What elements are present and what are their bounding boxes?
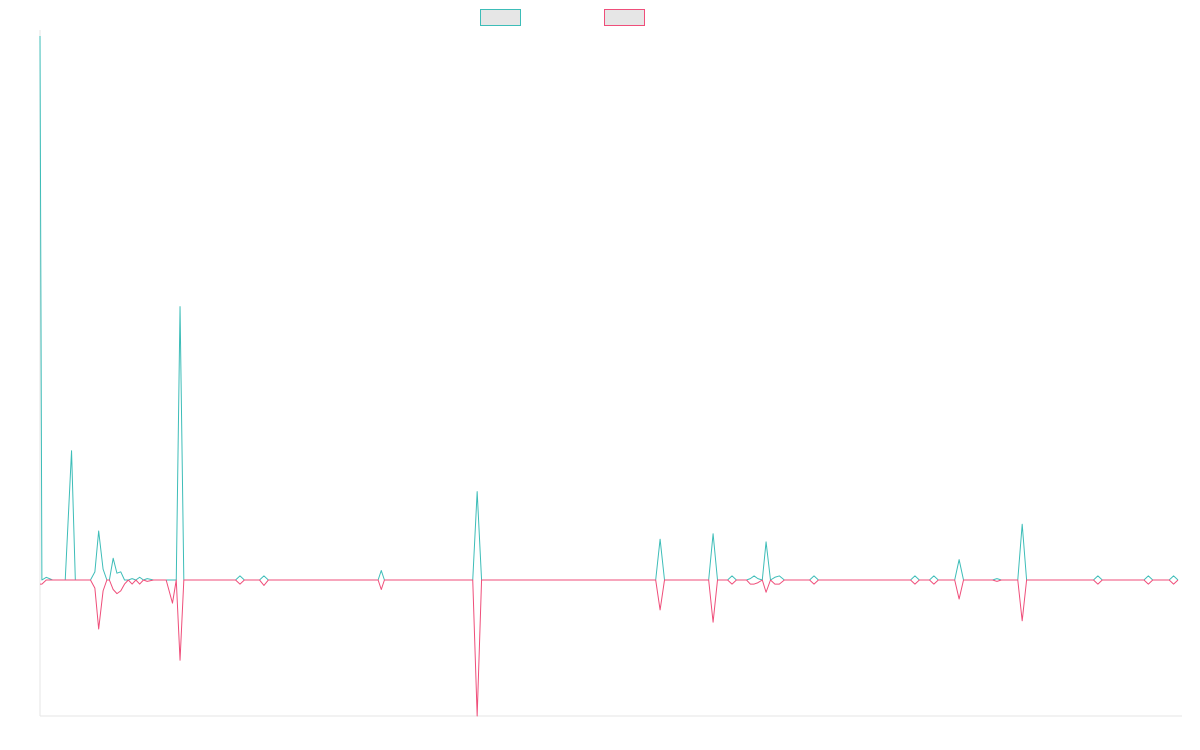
legend-swatch-2	[604, 9, 645, 26]
chart-axes	[39, 30, 1182, 717]
legend	[480, 9, 645, 26]
series-layer	[39, 35, 1179, 717]
legend-swatch-1	[480, 9, 521, 26]
series-line-2	[40, 579, 1179, 717]
series-line-1	[39, 35, 1179, 581]
